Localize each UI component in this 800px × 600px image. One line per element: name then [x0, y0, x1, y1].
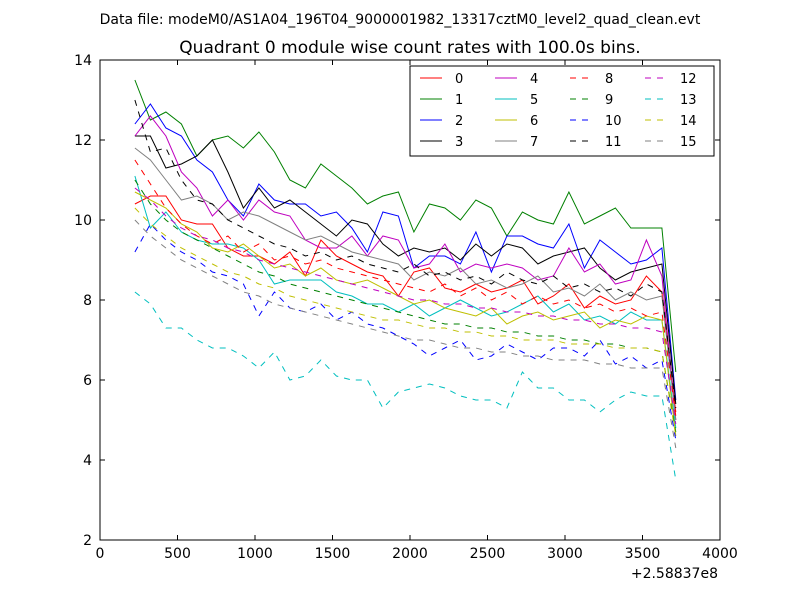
- chart-title: Quadrant 0 module wise count rates with …: [179, 38, 640, 58]
- legend-label-13: 13: [680, 93, 697, 108]
- x-tick-label: 0: [96, 546, 105, 562]
- series-line-3: [134, 135, 677, 405]
- series-line-4: [134, 115, 677, 421]
- series-line-10: [134, 223, 677, 441]
- series-line-6: [134, 191, 677, 437]
- legend-label-15: 15: [680, 135, 697, 150]
- x-offset-label: +2.58837e8: [631, 566, 718, 582]
- legend-label-0: 0: [455, 72, 463, 87]
- y-tick-label: 14: [74, 53, 92, 69]
- series-line-15: [134, 219, 677, 449]
- series-line-12: [134, 187, 677, 425]
- legend-label-6: 6: [530, 114, 538, 129]
- y-tick-label: 4: [83, 453, 92, 469]
- legend-frame: [409, 65, 715, 157]
- legend-label-1: 1: [455, 93, 463, 108]
- series-line-14: [134, 207, 677, 437]
- series-line-9: [134, 179, 677, 433]
- legend-label-8: 8: [605, 72, 613, 87]
- legend-label-7: 7: [530, 135, 538, 150]
- series-line-2: [134, 103, 677, 401]
- series-line-11: [134, 99, 677, 409]
- series-layer: [134, 79, 677, 481]
- chart-suptitle: Data file: modeM0/AS1A04_196T04_90000019…: [100, 12, 701, 28]
- axes: 0 500 1000 1500 2000 2500 3000 3500 400024681012…: [74, 53, 738, 562]
- legend-label-14: 14: [680, 114, 697, 129]
- legend-label-9: 9: [605, 93, 613, 108]
- x-tick-label: 1000: [237, 546, 273, 562]
- legend-label-2: 2: [455, 114, 463, 129]
- y-tick-label: 6: [83, 373, 92, 389]
- x-tick-label: 4000: [702, 546, 738, 562]
- series-line-1: [134, 79, 677, 373]
- series-line-13: [134, 291, 677, 481]
- legend-label-11: 11: [605, 135, 622, 150]
- legend-label-3: 3: [455, 135, 463, 150]
- series-line-5: [134, 175, 677, 429]
- series-line-7: [134, 147, 677, 421]
- y-tick-label: 12: [74, 133, 92, 149]
- x-tick-label: 2000: [392, 546, 428, 562]
- x-tick-label: 3500: [625, 546, 661, 562]
- y-tick-label: 10: [74, 213, 92, 229]
- legend-label-10: 10: [605, 114, 622, 129]
- legend-label-4: 4: [530, 72, 538, 87]
- x-tick-label: 3000: [547, 546, 583, 562]
- legend-label-12: 12: [680, 72, 697, 87]
- x-tick-label: 500: [164, 546, 191, 562]
- legend-label-5: 5: [530, 93, 538, 108]
- y-tick-label: 2: [83, 533, 92, 549]
- series-line-8: [134, 159, 677, 417]
- x-tick-label: 1500: [315, 546, 351, 562]
- y-tick-label: 8: [83, 293, 92, 309]
- series-line-0: [134, 195, 677, 413]
- x-tick-label: 2500: [470, 546, 506, 562]
